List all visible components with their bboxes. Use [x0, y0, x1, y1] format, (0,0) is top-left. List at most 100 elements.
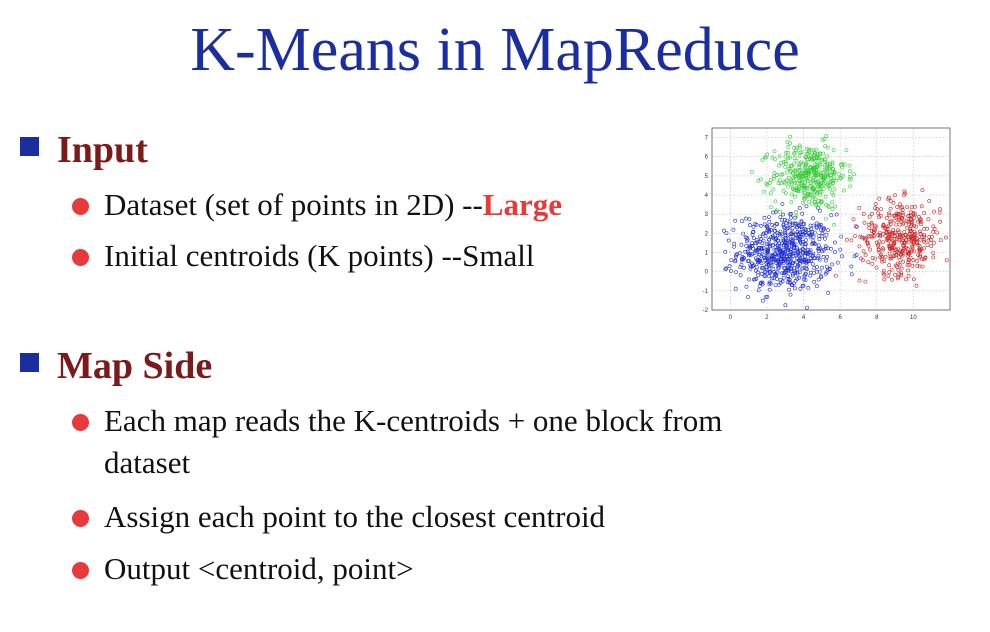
data-point	[791, 242, 796, 247]
data-point	[822, 167, 827, 172]
data-point	[889, 232, 894, 237]
data-point	[898, 233, 903, 237]
data-point	[797, 162, 802, 167]
data-point	[910, 235, 915, 240]
data-point	[834, 212, 839, 217]
data-point	[773, 199, 778, 204]
data-point	[923, 256, 928, 260]
slide-title: K-Means in MapReduce	[190, 16, 800, 84]
data-point	[793, 169, 798, 173]
data-point	[778, 229, 783, 234]
data-point	[799, 225, 804, 230]
data-point	[740, 256, 744, 261]
data-point	[932, 227, 937, 231]
x-tick-label: 8	[875, 315, 879, 321]
data-point	[789, 182, 794, 187]
data-point	[918, 220, 923, 224]
data-point	[886, 236, 890, 241]
data-point	[901, 259, 906, 264]
data-point	[807, 147, 811, 152]
data-point	[792, 145, 797, 150]
data-point	[830, 262, 834, 267]
data-point	[762, 222, 767, 227]
data-point	[763, 258, 768, 262]
data-point	[863, 252, 868, 257]
data-point	[818, 208, 822, 213]
data-point	[886, 197, 891, 202]
data-point	[794, 210, 798, 214]
data-point	[755, 247, 760, 252]
data-point	[751, 230, 755, 235]
data-point	[817, 234, 822, 238]
data-point	[760, 241, 765, 246]
data-point	[770, 276, 775, 281]
data-point	[897, 235, 902, 239]
data-point	[901, 221, 906, 225]
data-point	[798, 235, 803, 240]
data-point	[804, 204, 809, 209]
data-point	[814, 162, 819, 167]
data-point	[829, 176, 834, 180]
data-point	[759, 246, 764, 250]
data-point	[887, 270, 892, 275]
data-point	[852, 172, 856, 177]
data-point	[834, 178, 839, 183]
data-point	[882, 272, 887, 277]
data-point	[833, 204, 838, 209]
data-point	[775, 222, 780, 227]
data-point	[884, 238, 889, 242]
data-point	[775, 238, 780, 243]
data-point	[777, 154, 782, 159]
data-point	[906, 268, 911, 273]
data-point	[767, 269, 772, 274]
data-point	[822, 177, 827, 182]
data-point	[810, 187, 815, 191]
data-point	[783, 159, 788, 164]
data-point	[790, 192, 794, 197]
data-point	[751, 225, 756, 229]
data-point	[763, 295, 768, 300]
data-point	[821, 170, 826, 175]
data-point	[767, 282, 772, 287]
data-point	[765, 183, 770, 187]
data-point	[809, 233, 813, 238]
bullet-text: Dataset (set of points in 2D) --	[104, 187, 483, 222]
data-point	[902, 193, 906, 198]
data-point	[891, 228, 896, 232]
data-point	[770, 234, 775, 239]
data-point	[798, 286, 803, 291]
data-point	[795, 181, 800, 186]
data-point	[771, 187, 776, 192]
data-point	[887, 263, 892, 268]
section-heading-map-side: Map Side	[20, 344, 212, 388]
data-point	[798, 145, 803, 150]
data-point	[771, 256, 776, 261]
data-point	[807, 172, 811, 176]
data-point	[783, 154, 788, 159]
data-point	[773, 283, 778, 288]
data-point	[825, 154, 830, 159]
data-point	[775, 173, 779, 177]
data-point	[801, 258, 806, 262]
data-point	[750, 232, 755, 237]
data-point	[785, 233, 790, 238]
data-point	[882, 277, 887, 282]
data-point	[808, 256, 813, 261]
data-point	[777, 247, 782, 252]
data-point	[762, 256, 767, 261]
data-point	[804, 173, 809, 178]
data-point	[776, 243, 781, 248]
data-point	[898, 252, 903, 257]
data-point	[724, 231, 729, 236]
data-point	[919, 222, 923, 227]
data-point	[816, 203, 821, 208]
data-point	[817, 237, 822, 242]
data-point	[824, 270, 829, 275]
data-point	[905, 226, 909, 230]
data-point	[800, 266, 805, 271]
data-point	[777, 265, 781, 270]
data-point	[819, 174, 824, 179]
data-point	[779, 161, 784, 165]
data-point	[760, 280, 765, 285]
data-point	[926, 238, 931, 243]
